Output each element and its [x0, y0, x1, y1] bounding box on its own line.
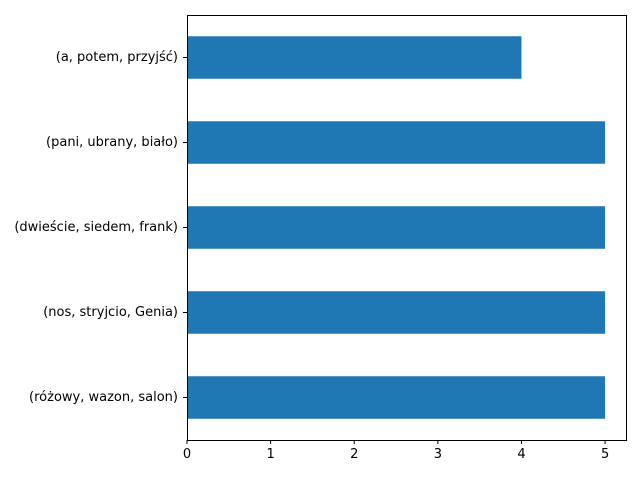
- x-tick-label: 4: [517, 447, 525, 462]
- y-tick-label: (a, potem, przyjść): [56, 50, 178, 65]
- bar: [187, 121, 606, 164]
- bar: [187, 291, 606, 334]
- plot-frame: [187, 15, 627, 441]
- y-tick-label: (dwieście, siedem, frank): [14, 220, 178, 235]
- y-tick-label: (pani, ubrany, biało): [46, 135, 178, 150]
- bar: [187, 206, 606, 249]
- y-tick-label: (nos, stryjcio, Genia): [43, 305, 178, 320]
- x-tick-label: 5: [601, 447, 609, 462]
- x-tick-label: 0: [183, 447, 191, 462]
- bar: [187, 376, 606, 419]
- x-axis-ticks: 0 1 2 3 4 5: [183, 440, 609, 462]
- bar: [187, 36, 522, 79]
- x-tick-label: 3: [434, 447, 442, 462]
- x-tick-label: 1: [266, 447, 274, 462]
- x-tick-label: 2: [350, 447, 358, 462]
- bars: [187, 36, 606, 419]
- y-axis-ticks: (a, potem, przyjść) (pani, ubrany, biało)…: [14, 50, 187, 405]
- y-tick-label: (różowy, wazon, salon): [29, 390, 178, 405]
